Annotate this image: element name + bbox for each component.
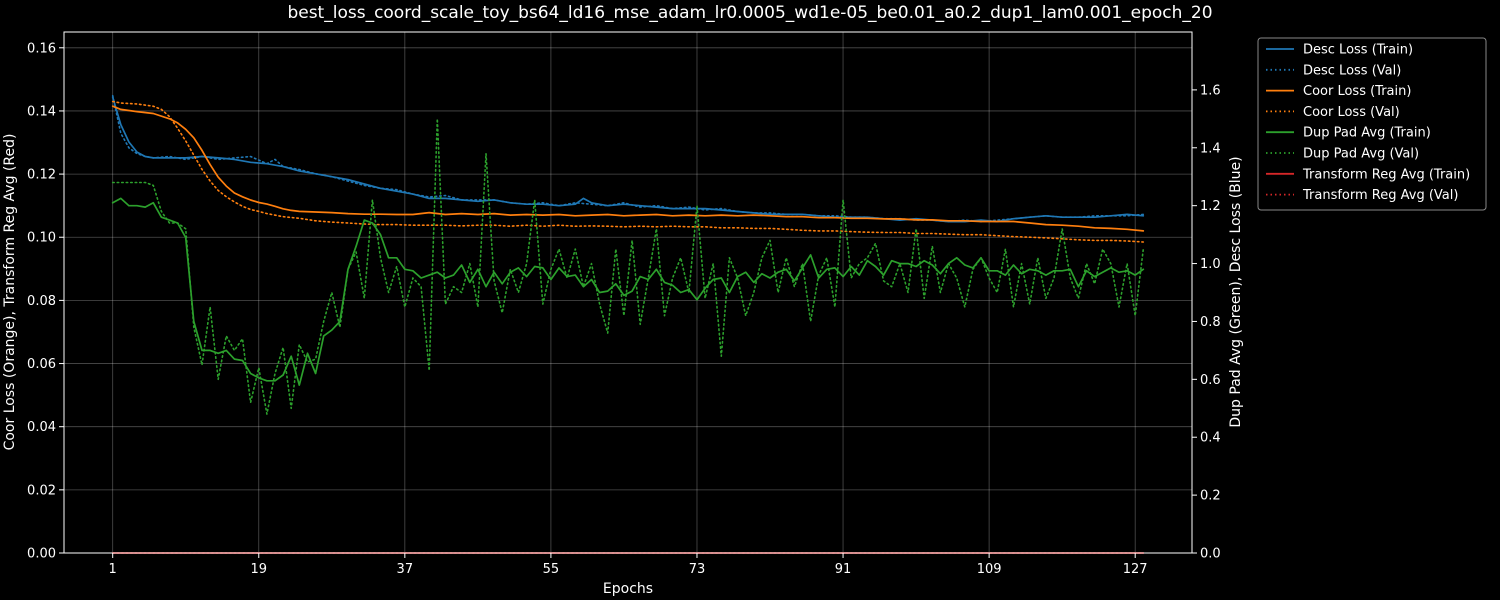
y-axis-left: 0.00 0.02 0.04 0.06 0.08 0.10 0.12 0.14 0.16 <box>27 41 64 562</box>
y-left-tick-label: 0.00 <box>27 547 56 562</box>
legend-label-transform-reg-avg-val: Transform Reg Avg (Val) <box>1302 188 1458 203</box>
legend-label-dup-pad-avg-val: Dup Pad Avg (Val) <box>1303 147 1419 162</box>
y-right-tick-label: 0.2 <box>1200 489 1221 504</box>
y-left-tick-label: 0.04 <box>27 420 56 435</box>
legend-frame <box>1257 37 1487 211</box>
series-line-dup-pad-avg-train <box>111 197 1145 386</box>
y-left-tick-label: 0.14 <box>27 104 56 119</box>
legend-label-coor-loss-val: Coor Loss (Val) <box>1303 105 1400 120</box>
legend-label-desc-loss-train: Desc Loss (Train) <box>1303 43 1413 58</box>
plot-frame <box>63 31 1193 554</box>
y-right-tick-label: 1.4 <box>1200 141 1221 156</box>
y-right-tick-label: 0.0 <box>1200 547 1221 562</box>
legend-label-transform-reg-avg-train: Transform Reg Avg (Train) <box>1302 167 1470 182</box>
series-line-coor-loss-val <box>111 100 1145 243</box>
x-tick-label: 55 <box>543 562 560 577</box>
chart-title: best_loss_coord_scale_toy_bs64_ld16_mse_… <box>287 3 1212 23</box>
y-left-tick-label: 0.12 <box>27 168 56 183</box>
x-tick-label: 127 <box>1123 562 1148 577</box>
x-tick-label: 73 <box>689 562 706 577</box>
series-line-coor-loss-train <box>111 105 1145 232</box>
x-tick-label: 1 <box>109 562 117 577</box>
y-left-tick-label: 0.08 <box>27 294 56 309</box>
legend-label-dup-pad-avg-train: Dup Pad Avg (Train) <box>1303 126 1431 141</box>
y-right-tick-label: 0.4 <box>1200 431 1221 446</box>
y-left-tick-label: 0.06 <box>27 357 56 372</box>
x-axis: 1 19 37 55 73 91 109 127 <box>109 553 1148 577</box>
legend-label-desc-loss-val: Desc Loss (Val) <box>1303 63 1401 78</box>
x-axis-label: Epochs <box>603 581 653 597</box>
y-right-tick-label: 1.6 <box>1200 83 1221 98</box>
y-left-tick-label: 0.16 <box>27 41 56 56</box>
x-tick-label: 91 <box>835 562 852 577</box>
y-left-tick-label: 0.10 <box>27 231 56 246</box>
x-tick-label: 19 <box>250 562 267 577</box>
y-right-tick-label: 1.2 <box>1200 199 1221 214</box>
x-tick-label: 109 <box>977 562 1002 577</box>
y-axis-left-label: Coor Loss (Orange), Transform Reg Avg (R… <box>2 134 18 451</box>
y-right-tick-label: 1.0 <box>1200 257 1221 272</box>
y-right-tick-label: 0.8 <box>1200 315 1221 330</box>
y-right-tick-label: 0.6 <box>1200 373 1221 388</box>
series-line-dup-pad-avg-val <box>111 118 1145 415</box>
legend-label-coor-loss-train: Coor Loss (Train) <box>1303 84 1411 99</box>
x-tick-label: 37 <box>397 562 414 577</box>
y-axis-right: 0.0 0.2 0.4 0.6 0.8 1.0 1.2 1.4 1.6 <box>1192 83 1221 562</box>
y-axis-right-label: Dup Pad Avg (Green), Desc Loss (Blue) <box>1228 156 1244 427</box>
legend: Desc Loss (Train) Desc Loss (Val) Coor Los… <box>1257 37 1487 211</box>
y-left-tick-label: 0.02 <box>27 483 56 498</box>
